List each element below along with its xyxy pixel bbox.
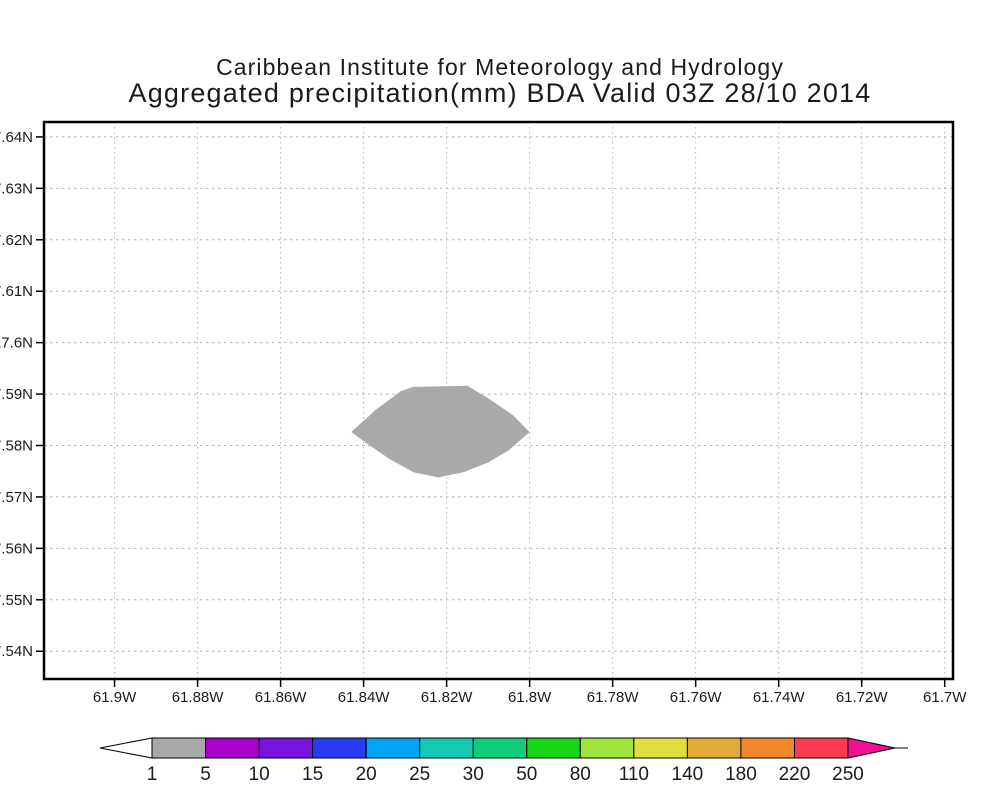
y-tick-label: 7.57N: [0, 489, 33, 506]
x-tick-label: 61.9W: [93, 689, 137, 706]
y-tick-label: 7.54N: [0, 643, 33, 660]
x-tick-label: 61.76W: [670, 689, 723, 706]
colorbar-segment: [365, 737, 421, 759]
colorbar-level-label: 25: [409, 764, 430, 785]
y-tick-label: 7.58N: [0, 438, 33, 455]
colorbar-segment: [312, 737, 367, 759]
x-tick-label: 61.7W: [923, 689, 967, 706]
colorbar-segment: [793, 737, 849, 759]
colorbar-level-label: 110: [619, 764, 649, 785]
x-tick-label: 61.78W: [587, 689, 640, 706]
colorbar-level-label: 140: [672, 764, 704, 785]
institute-title: Caribbean Institute for Meteorology and …: [216, 54, 784, 80]
y-tick-label: 7.62N: [0, 232, 33, 249]
colorbar-level-label: 1: [147, 764, 158, 785]
y-tick-label: 7.61N: [0, 283, 33, 300]
colorbar-level-label: 220: [779, 764, 811, 785]
colorbar-level-label: 20: [356, 764, 377, 785]
colorbar-level-label: 250: [832, 764, 864, 785]
colorbar-segment: [472, 737, 528, 759]
colorbar-segment: [526, 737, 581, 759]
x-tick-label: 61.74W: [753, 689, 806, 706]
colorbar-level-label: 10: [249, 764, 270, 785]
y-tick-label: 7.55N: [0, 592, 33, 609]
colorbar-level-label: 5: [200, 764, 211, 785]
x-tick-label: 61.84W: [338, 689, 391, 706]
colorbar-segment: [258, 737, 314, 759]
colorbar-level-label: 30: [463, 764, 484, 785]
y-tick-label: 7.64N: [0, 129, 33, 146]
y-tick-label: 17.6N: [0, 335, 33, 352]
map-title: Aggregated precipitation(mm) BDA Valid 0…: [128, 78, 872, 108]
x-tick-label: 61.82W: [421, 689, 474, 706]
precipitation-region: [351, 385, 530, 478]
colorbar-level-label: 50: [516, 764, 537, 785]
y-tick-label: 7.59N: [0, 386, 33, 403]
colorbar-segment: [740, 737, 795, 759]
colorbar-level-label: 80: [570, 764, 591, 785]
x-tick-label: 61.72W: [836, 689, 889, 706]
colorbar-segment: [633, 737, 688, 759]
x-tick-label: 61.8W: [508, 689, 552, 706]
x-tick-label: 61.86W: [255, 689, 308, 706]
y-tick-label: 7.56N: [0, 540, 33, 557]
colorbar-level-label: 15: [302, 764, 323, 785]
colorbar-segment: [579, 737, 635, 759]
x-tick-label: 61.88W: [172, 689, 225, 706]
colorbar-segment: [419, 737, 474, 759]
colorbar-segment: [205, 737, 260, 759]
colorbar-under-arrow: [99, 737, 153, 759]
colorbar-level-label: 180: [725, 764, 757, 785]
y-tick-label: 7.63N: [0, 180, 33, 197]
plot-frame: [42, 120, 955, 681]
colorbar-segment: [151, 737, 207, 759]
colorbar-segment: [686, 737, 742, 759]
colorbar-over-arrow: [847, 737, 896, 759]
